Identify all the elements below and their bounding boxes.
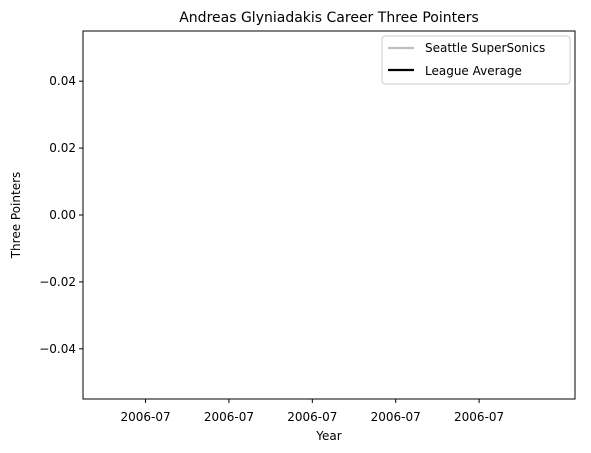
x-tick-label: 2006-07 xyxy=(287,410,337,424)
y-axis-label: Three Pointers xyxy=(9,172,23,260)
plot-area xyxy=(82,30,576,400)
legend-label-seattle-supersonics: Seattle SuperSonics xyxy=(425,41,545,55)
x-tick-label: 2006-07 xyxy=(371,410,421,424)
y-axis-ticks: 0.04 0.02 0.00 −0.02 −0.04 xyxy=(39,74,83,356)
x-tick-label: 2006-07 xyxy=(204,410,254,424)
y-tick-label: −0.02 xyxy=(39,275,76,289)
x-tick-label: 2006-07 xyxy=(120,410,170,424)
chart-title: Andreas Glyniadakis Career Three Pointer… xyxy=(179,10,479,26)
legend-label-league-average: League Average xyxy=(425,64,522,78)
legend: Seattle SuperSonics League Average xyxy=(381,35,571,85)
y-tick-label: 0.00 xyxy=(49,208,76,222)
y-tick-label: 0.02 xyxy=(49,141,76,155)
y-tick-label: −0.04 xyxy=(39,342,76,356)
legend-box xyxy=(381,35,571,85)
y-tick-label: 0.04 xyxy=(49,74,76,88)
x-tick-label: 2006-07 xyxy=(454,410,504,424)
x-axis-label: Year xyxy=(315,429,341,443)
x-axis-ticks: 2006-07 2006-07 2006-07 2006-07 2006-07 xyxy=(120,399,504,424)
